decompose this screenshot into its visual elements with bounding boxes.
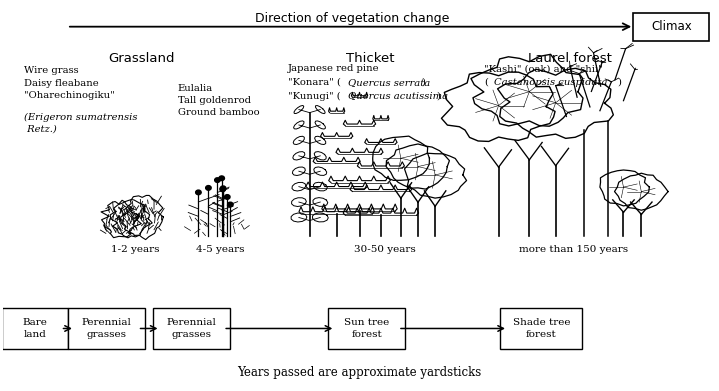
Text: Eulalia
Tall goldenrod
Ground bamboo: Eulalia Tall goldenrod Ground bamboo — [178, 84, 259, 117]
Text: Bare
land: Bare land — [22, 318, 47, 339]
Text: more than 150 years: more than 150 years — [519, 245, 628, 254]
Text: ): ) — [421, 78, 426, 87]
Text: Japanese red pine: Japanese red pine — [288, 65, 380, 74]
FancyBboxPatch shape — [2, 308, 68, 349]
Polygon shape — [224, 194, 231, 200]
Text: 30-50 years: 30-50 years — [354, 245, 416, 254]
Polygon shape — [195, 189, 202, 196]
Text: Sun tree
forest: Sun tree forest — [344, 318, 389, 339]
Text: 4-5 years: 4-5 years — [196, 245, 244, 254]
Text: Shade tree
forest: Shade tree forest — [513, 318, 570, 339]
Text: (Erigeron sumatrensis
 Retz.): (Erigeron sumatrensis Retz.) — [24, 113, 137, 134]
Text: Quercus serrata: Quercus serrata — [348, 78, 431, 87]
Polygon shape — [219, 175, 225, 181]
Text: Perennial
grasses: Perennial grasses — [167, 318, 216, 339]
Text: Climax: Climax — [651, 20, 692, 33]
Text: Laurel forest: Laurel forest — [528, 52, 612, 65]
Text: "Kunugi" (: "Kunugi" ( — [288, 91, 341, 100]
Text: Years passed are approximate yardsticks: Years passed are approximate yardsticks — [237, 366, 482, 378]
Text: Grassland: Grassland — [109, 52, 175, 65]
Text: "Kashi" (oak) and "shii": "Kashi" (oak) and "shii" — [485, 65, 603, 74]
Text: Quercus acutissima: Quercus acutissima — [348, 91, 448, 100]
FancyBboxPatch shape — [328, 308, 406, 349]
Polygon shape — [227, 201, 234, 208]
Text: Wire grass
Daisy fleabane
"Oharechinogiku": Wire grass Daisy fleabane "Oharechinogik… — [24, 66, 115, 100]
FancyBboxPatch shape — [500, 308, 582, 349]
FancyBboxPatch shape — [153, 308, 230, 349]
Polygon shape — [214, 177, 221, 183]
Text: Thicket: Thicket — [346, 52, 395, 65]
Text: ): ) — [618, 78, 622, 87]
Text: "Konara" (: "Konara" ( — [288, 78, 341, 87]
Text: Castanopsis cuspidata: Castanopsis cuspidata — [495, 78, 608, 87]
Text: (: ( — [485, 78, 488, 87]
Text: 1-2 years: 1-2 years — [111, 245, 159, 254]
Polygon shape — [220, 185, 226, 191]
Text: Direction of vegetation change: Direction of vegetation change — [255, 13, 449, 25]
Text: Perennial
grasses: Perennial grasses — [81, 318, 131, 339]
Text: ): ) — [436, 91, 441, 100]
Polygon shape — [205, 185, 212, 191]
FancyBboxPatch shape — [68, 308, 145, 349]
FancyBboxPatch shape — [633, 13, 709, 41]
Polygon shape — [219, 186, 226, 192]
